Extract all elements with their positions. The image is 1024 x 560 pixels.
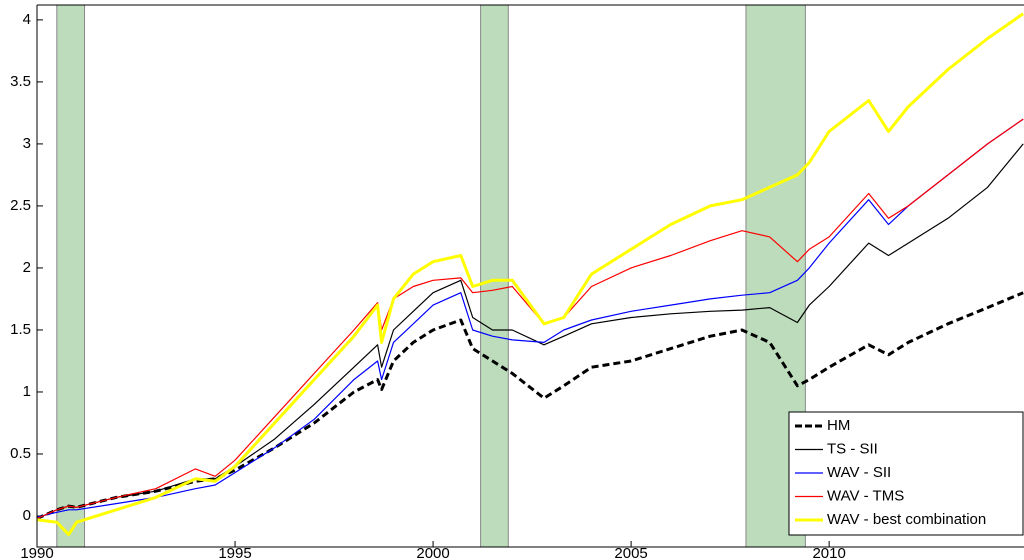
recession-band bbox=[480, 4, 509, 548]
legend: HM TS - SII WAV - SII WAV - TMS WAV - best c… bbox=[788, 411, 1024, 536]
legend-box bbox=[788, 411, 1024, 536]
y-tick-label: 0.5 bbox=[10, 445, 31, 462]
y-tick-label: 1 bbox=[23, 383, 31, 400]
legend-label: WAV - best combination bbox=[827, 511, 986, 528]
y-tick-label: 1.5 bbox=[10, 321, 31, 338]
x-tick-label: 1995 bbox=[218, 545, 251, 560]
legend-label: WAV - TMS bbox=[827, 487, 904, 504]
x-tick-label: 2000 bbox=[416, 545, 449, 560]
y-tick-label: 3.5 bbox=[10, 73, 31, 90]
legend-label: TS - SII bbox=[827, 440, 878, 457]
series-line bbox=[36, 291, 1024, 520]
y-tick-label: 2.5 bbox=[10, 197, 31, 214]
legend-label: HM bbox=[827, 417, 850, 434]
axis-frame bbox=[36, 4, 1024, 548]
series-line bbox=[36, 118, 1024, 520]
recession-band bbox=[56, 4, 86, 548]
x-tick-label: 1990 bbox=[20, 545, 53, 560]
y-tick-label: 0 bbox=[23, 507, 31, 524]
series-line bbox=[36, 12, 1024, 537]
y-tick-label: 4 bbox=[23, 11, 31, 28]
y-tick-label: 2 bbox=[23, 259, 31, 276]
x-tick-label: 2005 bbox=[614, 545, 647, 560]
series-line bbox=[36, 118, 1024, 518]
legend-label: WAV - SII bbox=[827, 464, 891, 481]
y-tick-label: 3 bbox=[23, 135, 31, 152]
x-tick-label: 2010 bbox=[812, 545, 845, 560]
